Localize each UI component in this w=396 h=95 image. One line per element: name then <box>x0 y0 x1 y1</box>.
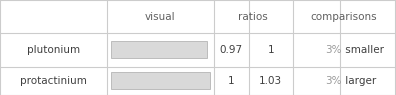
Text: smaller: smaller <box>342 45 384 55</box>
Text: 3%: 3% <box>326 76 342 86</box>
Text: 1: 1 <box>268 45 274 55</box>
Text: 1.03: 1.03 <box>259 76 282 86</box>
Text: 1: 1 <box>228 76 235 86</box>
Text: 3%: 3% <box>326 45 342 55</box>
Text: plutonium: plutonium <box>27 45 80 55</box>
Text: visual: visual <box>145 12 175 22</box>
Text: comparisons: comparisons <box>311 12 377 22</box>
Text: protactinium: protactinium <box>20 76 87 86</box>
FancyBboxPatch shape <box>111 41 207 58</box>
Text: larger: larger <box>342 76 376 86</box>
Text: ratios: ratios <box>238 12 268 22</box>
FancyBboxPatch shape <box>111 72 209 89</box>
Text: 0.97: 0.97 <box>220 45 243 55</box>
